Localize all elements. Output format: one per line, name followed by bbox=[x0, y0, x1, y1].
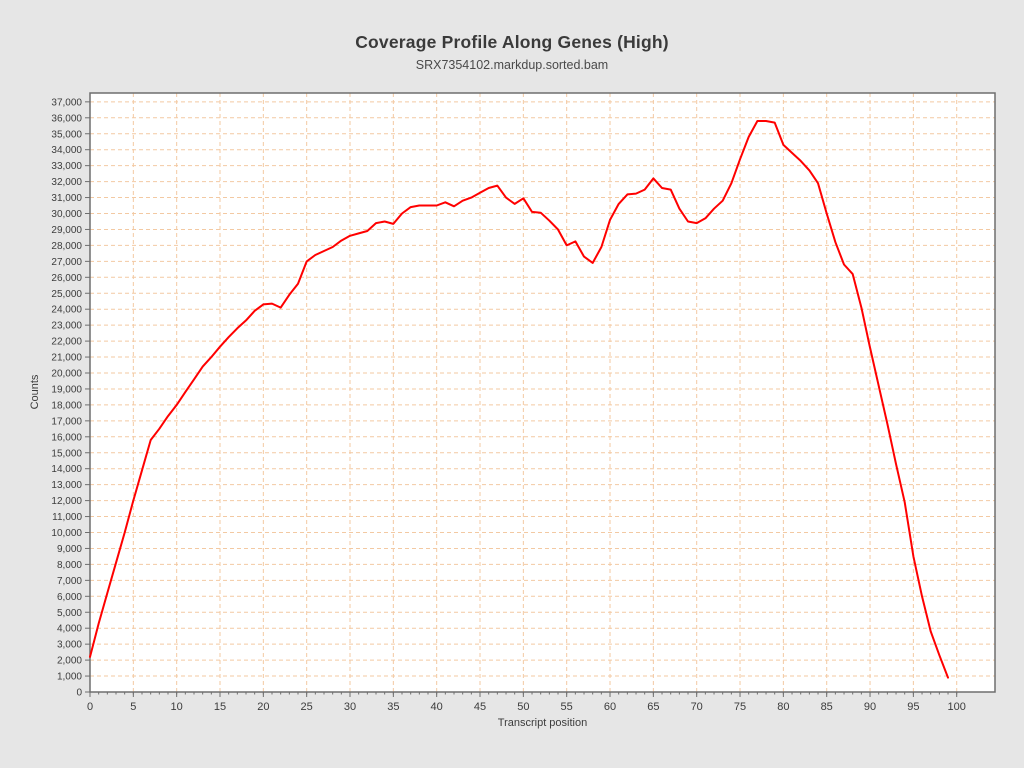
svg-text:40: 40 bbox=[431, 701, 443, 713]
svg-text:6,000: 6,000 bbox=[57, 592, 82, 603]
svg-text:15,000: 15,000 bbox=[51, 448, 82, 459]
svg-text:33,000: 33,000 bbox=[51, 161, 82, 172]
svg-text:25,000: 25,000 bbox=[51, 289, 82, 300]
svg-text:65: 65 bbox=[647, 701, 659, 713]
svg-text:45: 45 bbox=[474, 701, 486, 713]
svg-text:31,000: 31,000 bbox=[51, 193, 82, 204]
svg-text:55: 55 bbox=[561, 701, 573, 713]
svg-text:20,000: 20,000 bbox=[51, 369, 82, 380]
svg-text:11,000: 11,000 bbox=[52, 512, 82, 523]
svg-text:4,000: 4,000 bbox=[57, 624, 82, 635]
svg-text:27,000: 27,000 bbox=[51, 257, 82, 268]
svg-text:18,000: 18,000 bbox=[51, 400, 82, 411]
svg-text:85: 85 bbox=[821, 701, 833, 713]
svg-text:80: 80 bbox=[777, 701, 789, 713]
svg-text:25: 25 bbox=[301, 701, 313, 713]
svg-text:0: 0 bbox=[87, 701, 93, 713]
x-axis-title: Transcript position bbox=[497, 717, 588, 729]
y-axis-title: Counts bbox=[29, 374, 41, 410]
svg-text:17,000: 17,000 bbox=[51, 416, 82, 427]
svg-text:19,000: 19,000 bbox=[51, 384, 82, 395]
svg-text:23,000: 23,000 bbox=[51, 321, 82, 332]
svg-text:70: 70 bbox=[691, 701, 703, 713]
svg-text:100: 100 bbox=[948, 701, 966, 713]
chart-subtitle: SRX7354102.markdup.sorted.bam bbox=[415, 58, 609, 72]
svg-text:26,000: 26,000 bbox=[51, 273, 82, 284]
svg-text:14,000: 14,000 bbox=[51, 464, 82, 475]
svg-text:24,000: 24,000 bbox=[51, 305, 82, 316]
svg-text:5: 5 bbox=[130, 701, 136, 713]
svg-text:0: 0 bbox=[76, 688, 82, 699]
svg-text:90: 90 bbox=[864, 701, 876, 713]
svg-text:15: 15 bbox=[214, 701, 226, 713]
svg-text:60: 60 bbox=[604, 701, 616, 713]
svg-text:2,000: 2,000 bbox=[57, 656, 82, 667]
svg-text:30,000: 30,000 bbox=[51, 209, 82, 220]
svg-text:9,000: 9,000 bbox=[57, 544, 82, 555]
svg-text:16,000: 16,000 bbox=[51, 432, 82, 443]
svg-text:7,000: 7,000 bbox=[57, 576, 82, 587]
svg-text:32,000: 32,000 bbox=[51, 177, 82, 188]
svg-text:35: 35 bbox=[387, 701, 399, 713]
svg-text:37,000: 37,000 bbox=[51, 97, 82, 108]
svg-text:12,000: 12,000 bbox=[51, 496, 82, 507]
svg-text:35,000: 35,000 bbox=[51, 129, 82, 140]
svg-text:50: 50 bbox=[517, 701, 529, 713]
svg-text:28,000: 28,000 bbox=[51, 241, 82, 252]
svg-text:22,000: 22,000 bbox=[51, 337, 82, 348]
svg-text:20: 20 bbox=[257, 701, 269, 713]
svg-text:36,000: 36,000 bbox=[51, 113, 82, 124]
svg-text:3,000: 3,000 bbox=[57, 640, 82, 651]
svg-text:95: 95 bbox=[907, 701, 919, 713]
svg-text:30: 30 bbox=[344, 701, 356, 713]
svg-text:10,000: 10,000 bbox=[51, 528, 82, 539]
svg-text:21,000: 21,000 bbox=[51, 353, 82, 364]
svg-text:34,000: 34,000 bbox=[51, 145, 82, 156]
chart-title: Coverage Profile Along Genes (High) bbox=[355, 32, 669, 52]
svg-text:5,000: 5,000 bbox=[57, 608, 82, 619]
svg-text:29,000: 29,000 bbox=[51, 225, 82, 236]
svg-text:10: 10 bbox=[171, 701, 183, 713]
svg-text:13,000: 13,000 bbox=[51, 480, 82, 491]
svg-text:8,000: 8,000 bbox=[57, 560, 82, 571]
svg-text:75: 75 bbox=[734, 701, 746, 713]
svg-text:1,000: 1,000 bbox=[57, 672, 82, 683]
